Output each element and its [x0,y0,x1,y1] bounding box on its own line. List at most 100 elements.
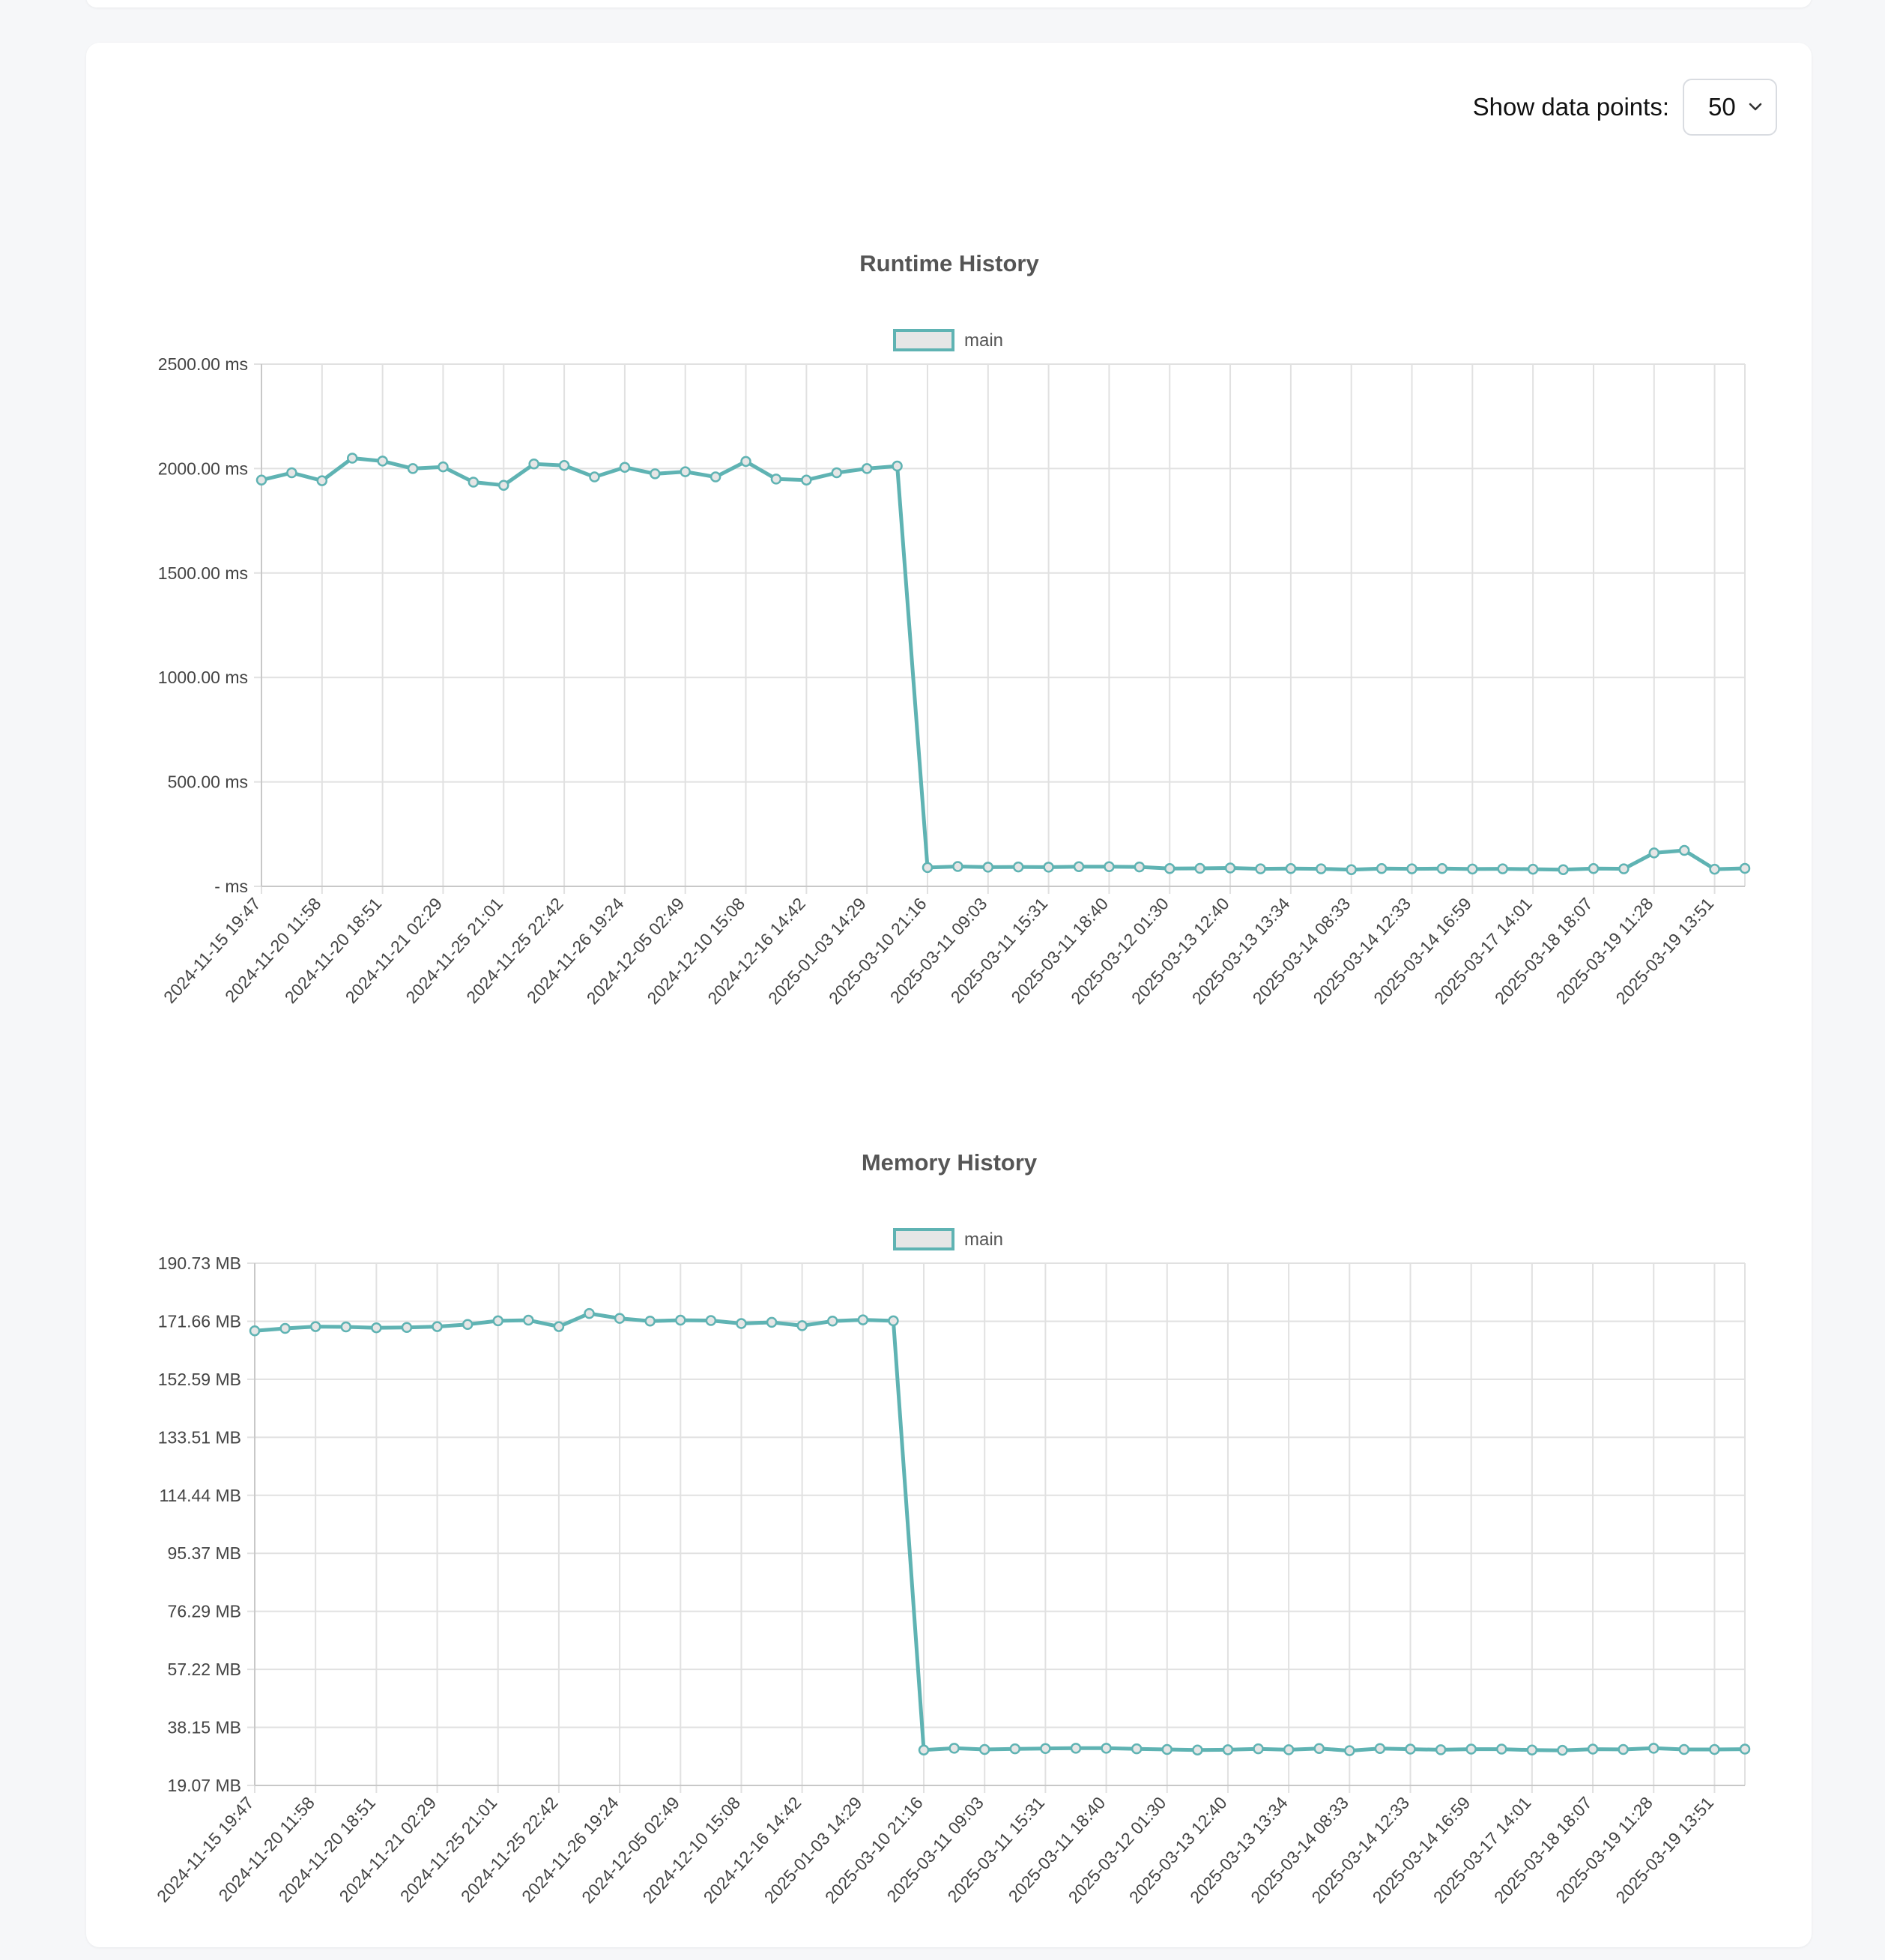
memory-chart-svg: Memory History main 19.07 MB 38.15 MB 57.22 … [153,1149,1751,1907]
data-point [1678,1743,1690,1755]
data-point [826,1316,838,1327]
data-point [1436,863,1448,874]
data-point [498,480,509,491]
data-point [614,1313,626,1324]
y-tick-label: 2500.00 ms [158,354,248,374]
y-tick-label: 114.44 MB [159,1486,241,1505]
data-point [1161,1743,1173,1755]
data-point [1040,1743,1051,1754]
data-point [438,461,449,473]
previous-card [86,0,1812,7]
data-point [1376,863,1388,874]
data-point [801,474,812,486]
data-point [309,1321,321,1332]
y-tick-label: 133.51 MB [158,1427,241,1447]
data-point [766,1316,778,1328]
runtime-chart: Runtime History main - ms 500.00 ms 1000.00 … [86,193,1812,1039]
data-point [1618,863,1630,874]
data-point [346,453,358,464]
data-point [861,463,873,474]
data-point [952,861,963,872]
data-point [1739,862,1751,874]
data-point [888,1315,899,1327]
data-point [468,477,479,488]
data-point [432,1321,443,1332]
data-point [1009,1743,1021,1755]
legend-swatch [893,1228,954,1250]
data-point [589,471,600,483]
data-point [1164,863,1176,874]
chart-title: Memory History [862,1149,1038,1176]
data-point [1316,863,1327,874]
data-points-label: Show data points: [1472,93,1669,121]
legend-label: main [964,1229,1003,1250]
data-point [918,1744,930,1756]
y-tick-label: 2000.00 ms [158,459,248,478]
data-point [1496,1743,1507,1755]
data-point [286,467,297,479]
data-point [1224,862,1236,874]
y-tick-label: 57.22 MB [168,1660,241,1679]
data-point [1222,1744,1234,1755]
data-point [1194,862,1205,874]
data-point [584,1307,595,1319]
data-point [650,468,661,480]
data-point [1527,863,1539,875]
data-point [1253,1743,1264,1755]
data-point [1618,1743,1629,1755]
runtime-chart-svg: Runtime History main - ms 500.00 ms 1000.00 … [158,250,1751,1008]
data-point [1648,847,1660,859]
data-point [340,1321,352,1333]
y-tick-label: 76.29 MB [168,1602,241,1621]
data-point [1073,861,1085,873]
data-point [675,1314,686,1326]
data-point [1588,863,1600,874]
data-points-value: 50 [1708,93,1736,121]
y-tick-label: 152.59 MB [158,1370,241,1389]
data-point [1043,862,1054,873]
data-point [1374,1743,1386,1754]
data-point [1709,1743,1720,1755]
memory-chart: Memory History main 19.07 MB 38.15 MB 57.22 … [86,1092,1812,1931]
data-point [1526,1744,1538,1756]
data-point [1739,1743,1751,1755]
data-point [1435,1744,1447,1755]
data-point [523,1314,534,1326]
data-point [1587,1743,1599,1755]
data-point [1131,1743,1143,1755]
y-tick-label: 95.37 MB [168,1543,241,1563]
data-point [831,467,843,479]
data-point [770,474,782,485]
data-point [644,1316,656,1327]
data-point [978,1743,990,1755]
data-point [279,1322,291,1334]
data-point [249,1325,261,1337]
data-point [1285,863,1297,874]
data-points-select[interactable]: 50 [1683,79,1777,136]
y-tick-label: 19.07 MB [168,1776,241,1795]
data-point [1406,863,1417,874]
data-point [1283,1744,1295,1755]
legend-swatch [893,329,954,351]
y-tick-label: - ms [214,877,248,896]
data-point [982,862,994,873]
data-points-control: Show data points: 50 [1473,79,1777,136]
legend-label: main [964,330,1003,351]
history-card: Show data points: 50 Runtime History main… [86,43,1812,1947]
data-point [1134,861,1146,873]
data-point [1497,863,1508,874]
y-tick-label: 500.00 ms [168,772,248,792]
data-point [553,1321,565,1332]
data-point [1465,1743,1477,1755]
data-point [709,471,721,483]
chevron-down-icon [1749,103,1762,111]
data-point [1648,1743,1659,1754]
data-point [1405,1743,1416,1755]
data-point [1012,861,1024,873]
data-point [948,1743,960,1754]
data-point [528,459,539,470]
data-point [1678,844,1690,856]
data-point [377,456,388,467]
data-point [796,1320,808,1331]
data-point [1101,1743,1112,1754]
